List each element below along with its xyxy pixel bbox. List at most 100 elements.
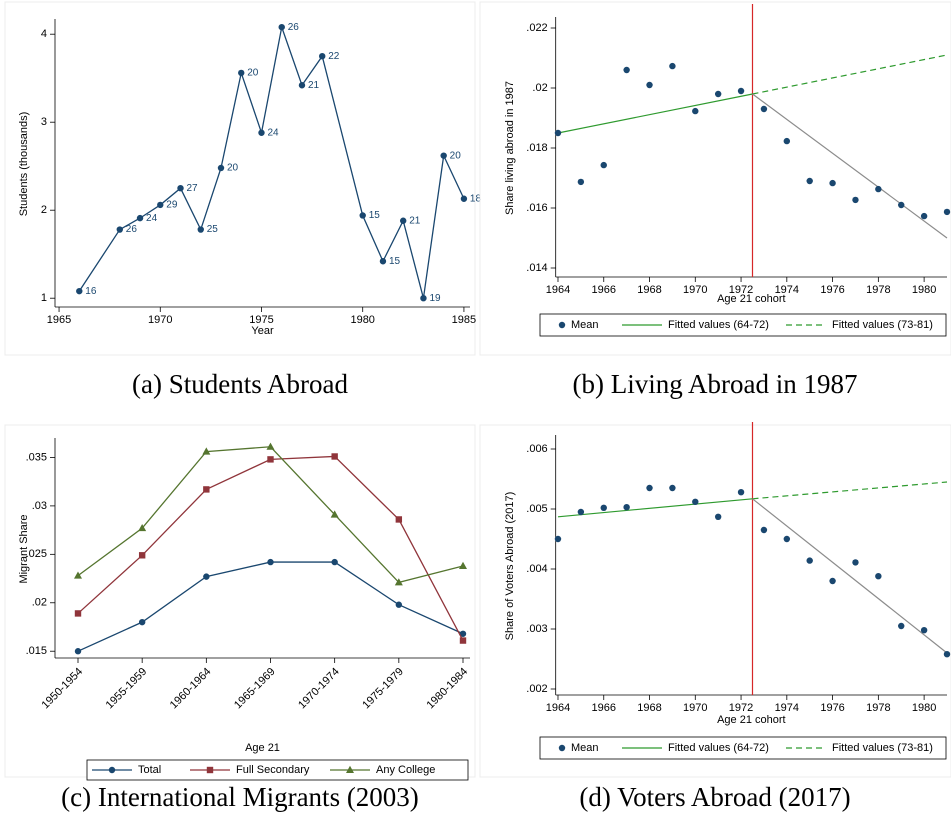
data-point [138, 618, 146, 626]
legend-box [539, 313, 947, 337]
series-line [77, 561, 464, 652]
x-tick-label: 1970-1974 [296, 666, 342, 712]
y-tick-label: .035 [26, 451, 47, 463]
data-point [460, 195, 468, 202]
data-point [646, 484, 653, 492]
data-point [577, 508, 585, 516]
legend-label: Full Secondary [236, 764, 310, 776]
data-point [760, 105, 768, 113]
data-point [331, 453, 338, 460]
y-tick-label: .018 [526, 142, 547, 154]
panel-frame [4, 424, 476, 778]
y-tick-label: 4 [41, 28, 47, 40]
x-tick-label: 1974 [775, 702, 799, 714]
x-axis-title: Age 21 cohort [717, 714, 786, 726]
point-label: 25 [207, 224, 219, 235]
fitted-line [557, 93, 753, 134]
data-point [74, 648, 82, 655]
x-tick-label: 1970 [683, 284, 707, 296]
data-point [783, 137, 791, 145]
data-point [331, 558, 338, 566]
x-tick-label: 1985 [452, 314, 476, 326]
x-tick-label: 1970 [683, 702, 707, 714]
legend-label: Fitted values (64-72) [668, 319, 769, 331]
x-tick-label: 1980-1984 [424, 666, 470, 712]
data-point [203, 486, 210, 493]
data-point [898, 622, 905, 630]
x-tick-label: 1980 [350, 314, 374, 326]
y-axis-title: Students (thousands) [18, 112, 30, 217]
x-axis-title: Age 21 cohort [717, 293, 786, 305]
data-point [74, 610, 82, 617]
point-label: 20 [450, 150, 462, 161]
x-tick-label: 1965-1969 [232, 666, 278, 712]
data-point [943, 208, 951, 216]
data-point [359, 212, 366, 219]
y-tick-label: .002 [526, 683, 547, 695]
point-label: 24 [267, 127, 279, 138]
x-tick-label: 1976 [820, 284, 844, 296]
point-label: 16 [85, 286, 97, 297]
data-point [319, 53, 326, 60]
data-point [197, 226, 204, 233]
point-label: 15 [389, 256, 401, 267]
legend-label: Mean [571, 742, 599, 754]
point-label: 20 [247, 68, 259, 79]
data-point [136, 214, 144, 222]
y-axis-title: Share living abroad in 1987 [504, 81, 516, 215]
data-point [829, 179, 836, 187]
x-tick-label: 1970 [148, 314, 172, 326]
data-point [330, 510, 339, 518]
data-point [577, 178, 585, 186]
data-point [138, 552, 146, 559]
fitted-line [557, 498, 753, 518]
y-tick-label: .02 [532, 82, 547, 94]
data-point [177, 185, 184, 192]
y-tick-label: .022 [526, 22, 547, 34]
y-tick-label: .005 [526, 503, 547, 515]
data-point [600, 161, 607, 169]
y-tick-label: .015 [26, 645, 47, 657]
panel-frame [4, 1, 476, 356]
data-point [267, 558, 274, 566]
data-point [379, 258, 387, 265]
data-point [692, 107, 699, 115]
x-tick-label: 1950-1954 [39, 666, 85, 712]
y-tick-label: 2 [41, 204, 47, 216]
data-point [875, 573, 882, 580]
data-point [920, 212, 928, 220]
legend-label: Total [138, 764, 161, 776]
point-label: 20 [227, 163, 239, 174]
y-axis-title: Migrant Share [18, 514, 30, 583]
panel-frame [479, 424, 951, 778]
x-tick-label: 1980 [912, 702, 936, 714]
x-tick-label: 1968 [637, 284, 661, 296]
legend-box [86, 759, 469, 781]
data-point [459, 630, 467, 637]
x-tick-label: 1968 [637, 702, 661, 714]
point-label: 29 [166, 200, 178, 211]
fitted-line [752, 481, 948, 500]
x-tick-label: 1980 [912, 284, 936, 296]
y-tick-label: .025 [26, 548, 47, 560]
point-label: 27 [187, 183, 199, 194]
data-point [267, 456, 274, 463]
legend-marker [558, 321, 566, 329]
data-point [258, 129, 265, 136]
series-line [77, 455, 464, 641]
legend-label: Fitted values (73-81) [832, 319, 933, 331]
data-point [806, 557, 813, 564]
caption: (a) Students Abroad [132, 369, 348, 399]
data-point [278, 23, 285, 31]
data-point [554, 129, 562, 137]
data-point [157, 201, 164, 209]
legend-label: Fitted values (73-81) [832, 742, 933, 754]
data-point [623, 66, 630, 74]
point-label: 21 [308, 80, 320, 91]
x-tick-label: 1972 [729, 284, 753, 296]
data-point [395, 516, 403, 523]
data-point [783, 535, 791, 543]
data-point [554, 535, 562, 543]
y-tick-label: .004 [526, 563, 547, 575]
